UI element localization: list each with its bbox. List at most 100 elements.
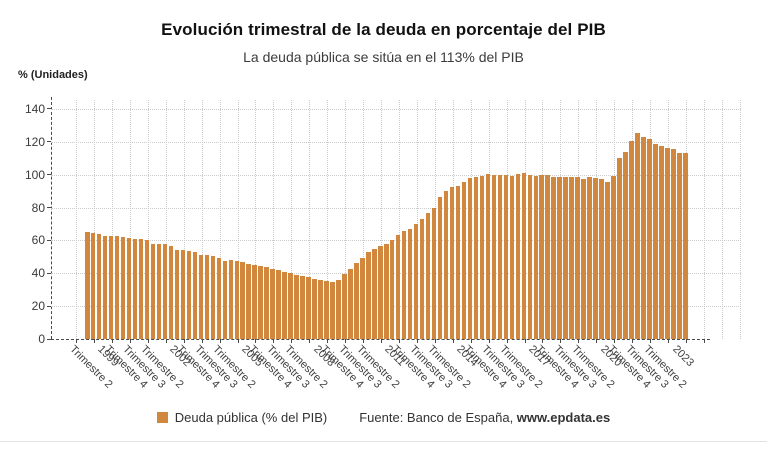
x-axis-tick	[129, 339, 131, 343]
bar	[126, 238, 132, 339]
bar	[473, 176, 479, 339]
bar	[384, 243, 389, 339]
bar	[324, 281, 329, 339]
bar	[96, 234, 102, 339]
gridline-vertical	[739, 100, 741, 339]
bar	[162, 244, 168, 339]
bar	[156, 243, 162, 339]
bar	[617, 157, 622, 339]
gridline-vertical	[237, 100, 239, 339]
x-axis-tick	[309, 339, 311, 343]
legend-series-label: Deuda pública (% del PIB)	[174, 410, 328, 425]
y-tick-label: 80	[31, 200, 45, 215]
bar	[306, 277, 311, 339]
bar	[234, 261, 239, 339]
y-axis-unit-label: % (Unidades)	[18, 69, 88, 81]
gridline-vertical	[93, 100, 95, 339]
bar	[413, 224, 419, 339]
x-axis-tick	[703, 339, 705, 343]
gridline-vertical	[165, 100, 167, 339]
bar	[533, 176, 538, 339]
bar	[587, 177, 592, 339]
legend: Deuda pública (% del PIB) Fuente: Banco …	[0, 410, 767, 425]
bar	[120, 237, 126, 339]
bar	[192, 252, 198, 339]
bar	[509, 175, 515, 339]
bar	[497, 175, 503, 339]
bar	[258, 265, 263, 339]
bar	[102, 236, 108, 339]
source-note: Fuente: Banco de España, www.epdata.es	[359, 410, 610, 425]
gridline-vertical	[398, 100, 400, 339]
y-axis-tick	[47, 174, 51, 176]
bar	[647, 138, 652, 339]
y-tick-label: 0	[38, 332, 45, 346]
x-axis-tick	[76, 339, 78, 343]
y-tick-label: 20	[31, 299, 45, 314]
x-axis-tick	[363, 339, 365, 343]
bar	[372, 248, 377, 339]
bar	[276, 270, 281, 339]
bar	[336, 280, 341, 339]
bar	[378, 246, 383, 339]
y-axis-tick	[47, 207, 51, 209]
x-axis-tick	[470, 339, 472, 343]
bar	[443, 190, 449, 339]
bar	[485, 173, 491, 339]
bar	[360, 258, 365, 339]
x-axis-line	[51, 339, 710, 340]
y-axis-tick	[47, 141, 51, 143]
bar	[342, 274, 347, 339]
bar	[348, 269, 353, 339]
gridline-horizontal	[51, 174, 741, 176]
bar	[180, 250, 186, 339]
bar	[108, 235, 114, 339]
bar	[186, 250, 192, 339]
x-axis-tick	[345, 339, 347, 343]
x-tick-label: 2023	[669, 343, 696, 370]
bar	[479, 176, 485, 339]
legend-item-deuda: Deuda pública (% del PIB)	[156, 410, 328, 425]
bar	[629, 141, 634, 339]
bar	[354, 263, 359, 339]
bar	[138, 239, 144, 339]
gridline-vertical	[273, 100, 275, 339]
y-axis-tick	[47, 108, 51, 110]
gridline-horizontal	[51, 141, 741, 143]
x-axis-tick	[614, 339, 616, 343]
bar	[330, 281, 335, 339]
bar	[467, 178, 473, 339]
x-axis-tick	[416, 339, 418, 343]
gridline-vertical	[345, 100, 347, 339]
bar	[683, 153, 688, 339]
bar	[395, 235, 401, 339]
gridline-vertical	[309, 100, 311, 339]
bar	[318, 280, 323, 339]
x-axis-tick	[381, 339, 383, 343]
bar	[240, 261, 245, 339]
x-axis-tick	[111, 339, 113, 343]
x-axis-tick	[524, 339, 526, 343]
x-axis-tick	[183, 339, 185, 343]
bar	[270, 269, 275, 339]
gridline-vertical	[111, 100, 113, 339]
y-tick-label: 60	[31, 233, 45, 248]
x-axis-tick	[434, 339, 436, 343]
bar	[545, 175, 550, 339]
x-axis-tick	[452, 339, 454, 343]
chart-title: Evolución trimestral de la deuda en porc…	[161, 20, 606, 39]
bar	[677, 153, 682, 339]
bar	[252, 264, 257, 339]
bar	[437, 197, 443, 339]
source-site: www.epdata.es	[516, 410, 611, 425]
bar	[246, 264, 251, 339]
bar	[90, 232, 96, 339]
bar	[563, 176, 568, 339]
x-axis-tick	[578, 339, 580, 343]
bar	[623, 151, 628, 339]
x-axis-tick	[632, 339, 634, 343]
bar	[300, 275, 305, 339]
bar	[653, 144, 658, 339]
bar	[407, 229, 413, 339]
